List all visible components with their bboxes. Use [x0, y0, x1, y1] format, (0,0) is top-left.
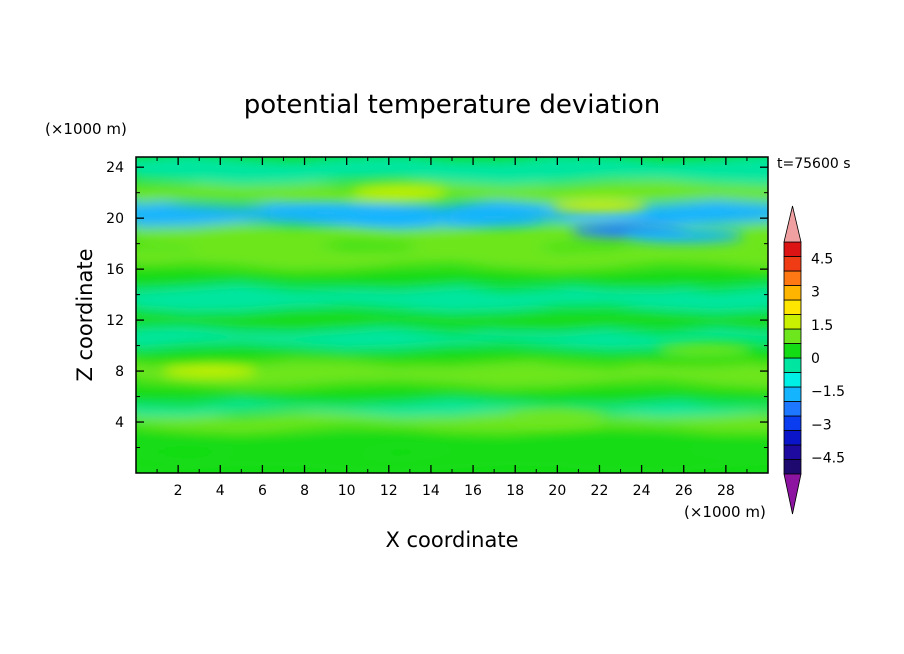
colorbar-swatch [783, 314, 802, 330]
field-extreme [551, 198, 648, 213]
x-tick-label: 8 [300, 483, 309, 499]
colorbar-swatch [783, 328, 802, 344]
x-tick-label: 10 [338, 483, 356, 499]
field-band [136, 242, 768, 271]
field-extreme [340, 208, 437, 223]
colorbar-swatch [783, 270, 802, 286]
field-band [136, 326, 768, 350]
colorbar: 4.5 3 1.5 0 −1.5 −3 −4.5 [783, 205, 845, 515]
x-tick-label: 16 [464, 483, 482, 499]
colorbar-swatch [783, 459, 802, 475]
colorbar-swatch [783, 285, 802, 301]
colorbar-swatch [783, 444, 802, 460]
colorbar-label: 1.5 [811, 318, 833, 334]
x-tick-label: 4 [216, 483, 225, 499]
x-tick-label: 26 [675, 483, 693, 499]
colorbar-label: −3 [811, 417, 832, 433]
contour-plot-area [135, 156, 769, 474]
contour-field [136, 157, 768, 473]
colorbar-label: 4.5 [811, 252, 833, 268]
field-band [136, 426, 768, 456]
field-band [136, 380, 768, 407]
colorbar-swatch [783, 430, 802, 446]
x-units-label: (×1000 m) [684, 503, 766, 521]
field-extreme [351, 185, 448, 200]
colorbar-swatch [783, 343, 802, 359]
colorbar-swatch [783, 299, 802, 315]
y-tick-label: 20 [106, 211, 124, 227]
colorbar-swatch [783, 357, 802, 373]
x-tick-label: 6 [258, 483, 267, 499]
field-band [136, 410, 768, 434]
x-tick-label: 14 [422, 483, 440, 499]
time-label: t=75600 s [777, 156, 851, 172]
field-band [136, 283, 768, 313]
y-tick-label: 8 [115, 364, 124, 380]
y-axis-label: Z coordinate [73, 248, 97, 381]
chart-title: potential temperature deviation [244, 90, 660, 120]
field-extreme [161, 364, 258, 379]
colorbar-swatch [783, 256, 802, 272]
y-tick-label: 12 [106, 313, 124, 329]
x-axis: 2 4 6 8 10 12 14 16 18 20 22 24 26 28 [156, 157, 748, 499]
colorbar-swatch [783, 372, 802, 388]
field-extreme [446, 209, 543, 224]
x-tick-label: 28 [717, 483, 735, 499]
colorbar-under-arrow [783, 473, 802, 515]
field-extreme [656, 343, 753, 358]
y-axis: 4 8 12 16 20 24 [106, 160, 768, 449]
y-tick-label: 4 [115, 415, 124, 431]
field-extremes [161, 185, 753, 426]
x-tick-label: 24 [633, 483, 651, 499]
y-tick-label: 16 [106, 262, 124, 278]
colorbar-label: −1.5 [811, 384, 845, 400]
colorbar-over-arrow [783, 205, 802, 243]
colorbar-label: 0 [811, 351, 820, 367]
colorbar-label: −4.5 [811, 450, 845, 466]
colorbar-swatch [783, 415, 802, 431]
x-tick-label: 12 [380, 483, 398, 499]
colorbar-swatch [783, 386, 802, 402]
colorbar-swatch [783, 401, 802, 417]
field-extreme [623, 229, 744, 243]
field-extreme [509, 411, 606, 426]
colorbar-swatch [783, 241, 802, 257]
x-tick-label: 20 [548, 483, 566, 499]
colorbar-label: 3 [811, 285, 820, 301]
field-band [136, 359, 768, 388]
field-band [136, 305, 768, 334]
x-tick-label: 22 [591, 483, 609, 499]
y-units-label: (×1000 m) [45, 120, 127, 138]
y-tick-label: 24 [106, 160, 124, 176]
x-tick-label: 18 [506, 483, 524, 499]
field-band [136, 157, 768, 186]
x-axis-label: X coordinate [385, 528, 518, 552]
x-tick-label: 2 [174, 483, 183, 499]
